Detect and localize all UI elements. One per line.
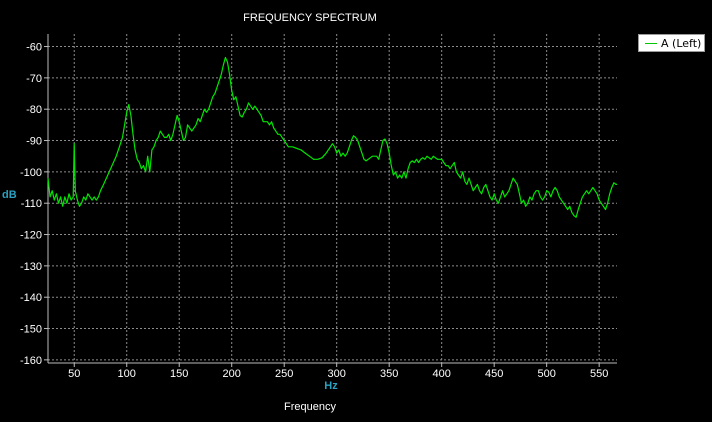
chart-title: FREQUENCY SPECTRUM [243, 12, 377, 24]
y-tick-label: -80 [26, 104, 42, 116]
x-tick-label: 100 [118, 368, 136, 380]
x-axis-title: Frequency [284, 401, 336, 413]
y-tick-label: -140 [20, 292, 42, 304]
y-tick-label: -60 [26, 42, 42, 54]
y-tick-label: -130 [20, 261, 42, 273]
axes [44, 34, 617, 367]
x-tick-label: 550 [590, 368, 608, 380]
y-tick-label: -110 [21, 198, 42, 210]
legend-entry-label: A (Left) [661, 36, 702, 50]
y-tick-label: -70 [26, 73, 42, 85]
x-axis-unit-label: Hz [324, 380, 338, 392]
x-tick-label: 450 [485, 368, 503, 380]
x-tick-label: 500 [537, 368, 555, 380]
y-axis-label: dB [2, 189, 17, 201]
y-tick-label: -120 [20, 230, 42, 242]
x-tick-label: 300 [328, 368, 346, 380]
y-tick-label: -160 [20, 355, 42, 367]
y-tick-label: -150 [20, 324, 42, 336]
y-tick-label: -100 [20, 167, 42, 179]
legend: A (Left) [638, 34, 705, 52]
x-tick-label: 50 [68, 368, 80, 380]
series-line-a-left [47, 56, 617, 218]
x-tick-label: 250 [275, 368, 293, 380]
tick-labels: 50 100 150 200 250 300 350 400 450 500 550 -60 -70 -8… [20, 42, 608, 380]
legend-line-swatch [645, 42, 657, 44]
plot-area [47, 56, 617, 218]
y-tick-label: -90 [26, 136, 42, 148]
x-tick-label: 150 [170, 368, 188, 380]
x-tick-label: 350 [380, 368, 398, 380]
x-tick-label: 200 [223, 368, 241, 380]
x-tick-label: 400 [433, 368, 451, 380]
grid-lines [48, 34, 617, 363]
